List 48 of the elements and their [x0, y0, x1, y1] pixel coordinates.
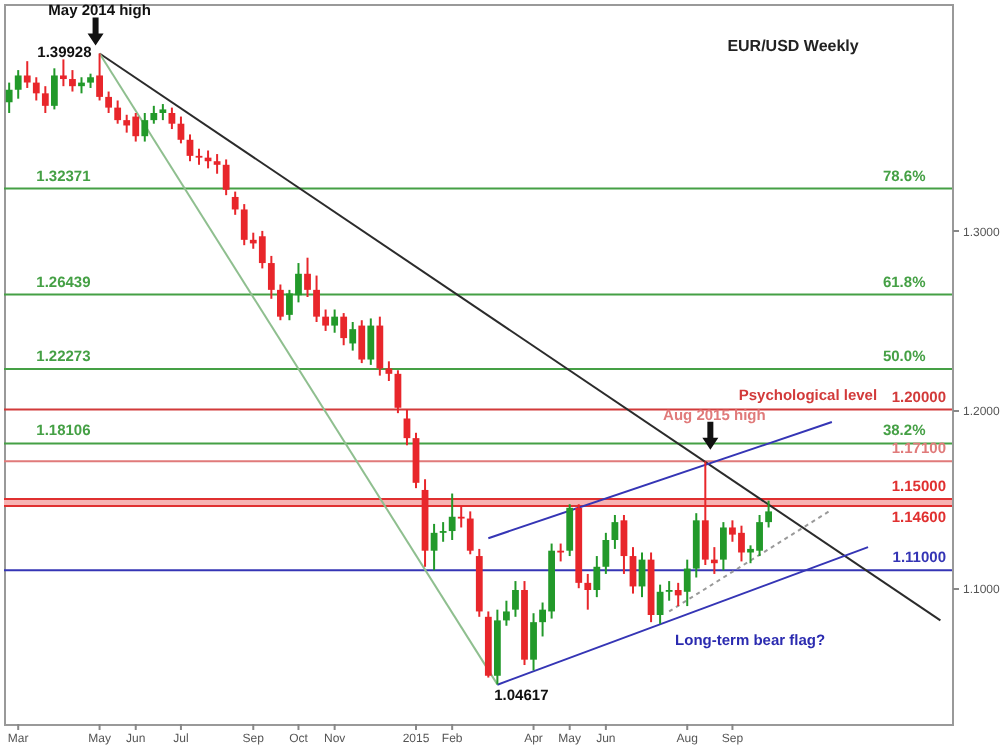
candlestick	[503, 599, 510, 627]
candlestick	[358, 319, 366, 365]
candlestick	[168, 106, 176, 131]
candlestick	[50, 67, 58, 111]
candlestick	[403, 408, 411, 447]
candlestick	[656, 583, 664, 625]
candlestick	[448, 492, 456, 541]
candlestick	[23, 60, 31, 89]
candlestick	[439, 521, 447, 543]
candlestick	[466, 510, 474, 556]
candlestick	[69, 69, 76, 93]
candlestick	[96, 52, 103, 102]
candlestick	[566, 503, 574, 558]
candlestick	[213, 153, 221, 175]
candlestick	[349, 321, 357, 352]
candlestick	[385, 360, 393, 382]
candlestick	[322, 308, 329, 332]
candlestick	[530, 612, 537, 672]
candlestick	[665, 580, 673, 602]
text: EUR/USD Weekly	[727, 37, 860, 56]
candlestick	[720, 521, 727, 572]
candlestick	[41, 85, 49, 114]
candlestick	[674, 581, 682, 608]
candlestick	[32, 76, 40, 102]
candlestick	[5, 81, 13, 114]
candlestick	[222, 158, 230, 197]
candlestick	[367, 317, 375, 366]
candlestick	[14, 69, 22, 100]
candlestick	[276, 283, 284, 322]
candlestick	[141, 111, 149, 143]
candlestick	[331, 308, 339, 334]
candlestick	[340, 312, 348, 347]
candlestick	[114, 99, 122, 125]
candlestick	[376, 315, 384, 377]
candlestick	[105, 90, 113, 114]
candlestick	[683, 558, 691, 608]
candlestick	[258, 229, 266, 270]
candlestick	[240, 203, 248, 247]
candlestick	[313, 274, 320, 324]
candlestick	[765, 499, 772, 529]
candlestick	[512, 580, 519, 618]
candlestick	[602, 531, 610, 575]
candlestick	[304, 256, 311, 298]
candlestick	[593, 555, 601, 599]
candlestick	[231, 190, 239, 216]
candlestick	[60, 58, 67, 88]
candlestick	[267, 254, 275, 300]
candlestick	[584, 572, 592, 611]
